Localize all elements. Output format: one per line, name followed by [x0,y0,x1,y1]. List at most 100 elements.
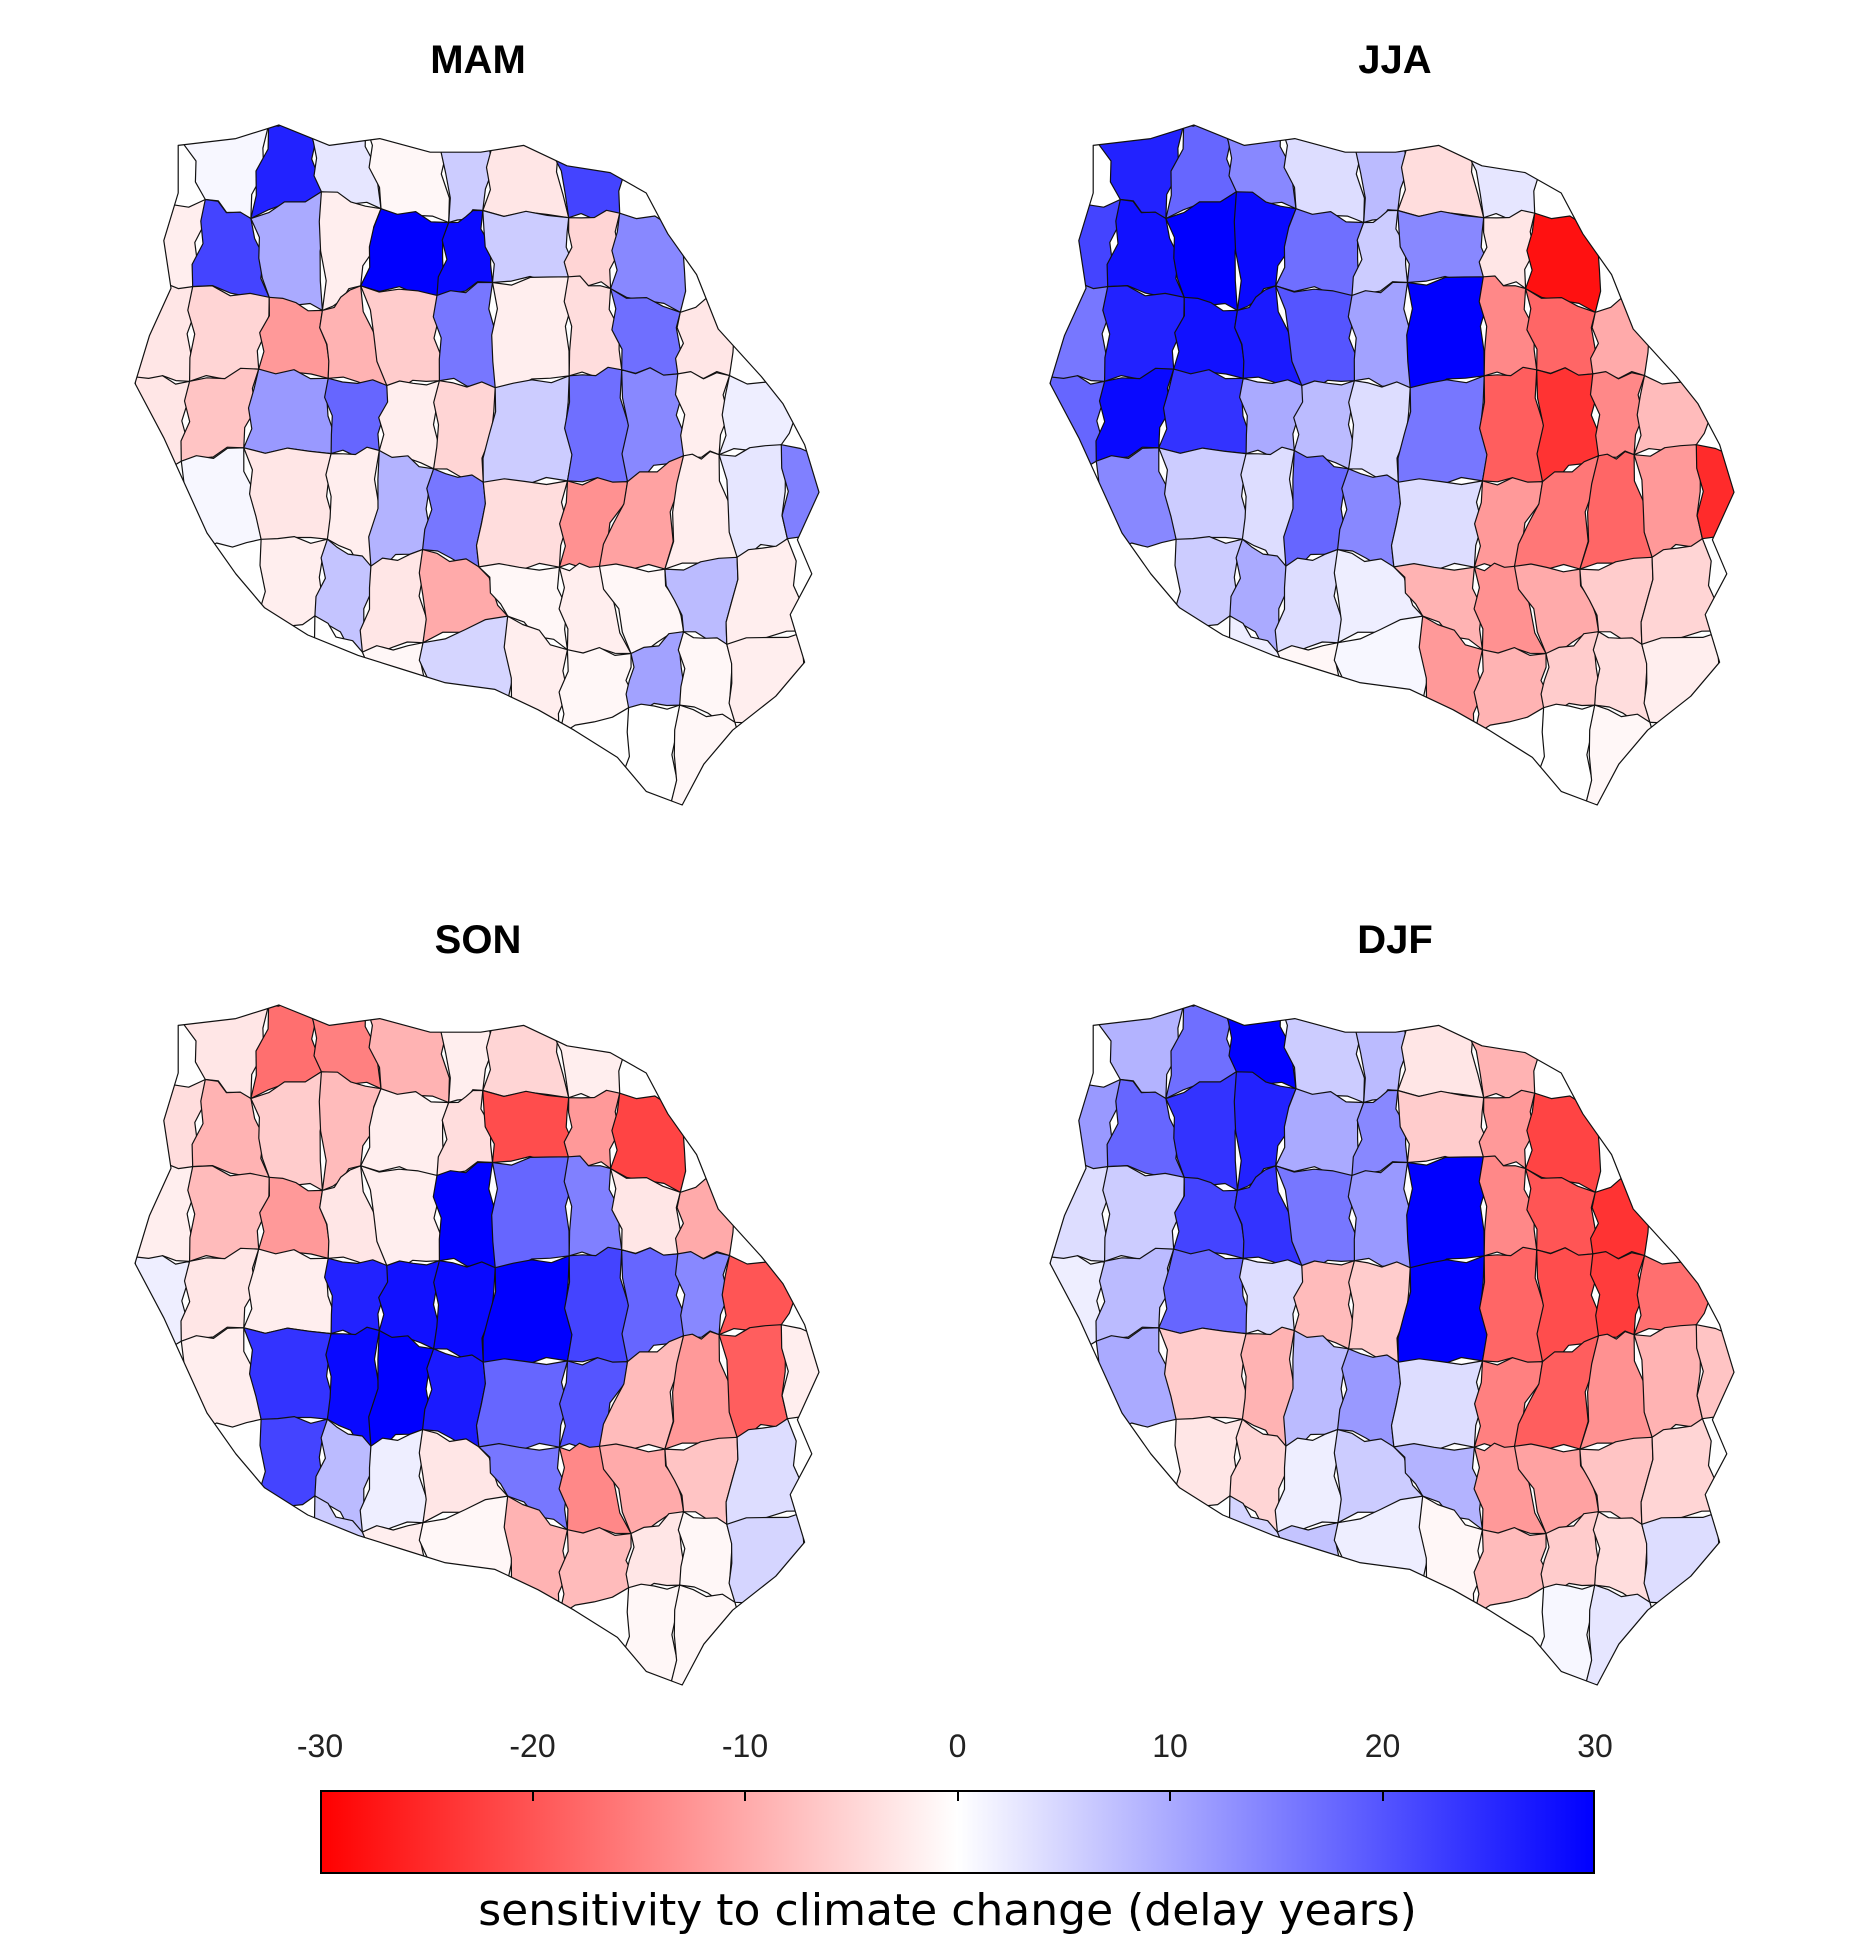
basin-region [258,296,330,379]
map-outline [1049,124,1735,806]
basin-region [1390,1358,1484,1452]
basin-region [1473,647,1549,736]
basin-region [432,281,497,389]
basin-region [491,1156,574,1270]
map-mam [134,124,820,806]
basin-region [619,1583,681,1685]
colorbar-tick-label: -10 [721,1728,769,1764]
basin-region [361,1522,429,1601]
basin-region [1534,703,1596,805]
panel-title-jja: JJA [1358,38,1432,82]
basin-region [1390,478,1484,572]
colorbar-tick-mark [531,1792,534,1801]
basin-region [669,704,744,805]
basin-region [187,1165,270,1262]
basin-region [726,630,809,739]
basin-region [1695,1324,1734,1424]
basin-region [482,1005,570,1099]
colorbar-tick-label: 30 [1577,1728,1613,1764]
basin-region [718,1255,806,1336]
basin-region [1397,375,1488,486]
colorbar-tick-label: -30 [296,1728,344,1764]
colorbar-label: sensitivity to climate change (delay yea… [478,1885,1417,1936]
panel-title-son: SON [434,918,522,962]
basin-region [1406,276,1489,390]
panel-title-mam: MAM [430,38,526,82]
basin-region [1276,642,1344,721]
basin-region [1397,125,1485,219]
basin-region [1102,285,1185,382]
basin-region [1641,1510,1724,1619]
panel-title-djf: DJF [1357,918,1433,962]
map-outline [1049,1004,1735,1686]
basin-region [1633,375,1721,456]
basin-region [1173,296,1245,379]
basin-region [674,1251,731,1338]
basin-region [1584,704,1659,805]
basin-region [187,285,270,382]
basin-region [726,1510,809,1619]
basin-region [243,368,336,455]
basin-region [482,209,574,284]
colorbar-tick-label: 10 [1152,1728,1188,1764]
basin-region [1347,1161,1412,1269]
basin-region [1589,371,1646,458]
basin-region [1347,281,1412,389]
basin-region [1397,209,1489,284]
basin-region [1397,1255,1488,1366]
basin-region [482,1089,574,1164]
basin-region [780,444,819,544]
basin-region [1050,282,1112,383]
basin-region [1158,368,1251,455]
basin-region [1158,1248,1251,1335]
basin-region [1584,1584,1659,1685]
basin-region [243,1248,336,1335]
basin-region [1173,1176,1245,1259]
colorbar-tick-mark [1169,1792,1171,1801]
basin-region [1633,1255,1721,1336]
basin-region [558,647,634,736]
basin-region [475,1358,569,1452]
basin-region [619,703,681,805]
map-son [134,1004,820,1686]
basin-region [1473,1527,1549,1616]
map-outline [134,1004,820,1686]
basin-region [1102,1165,1185,1262]
basin-region [1589,1251,1646,1338]
basin-region [564,366,630,486]
basin-region [718,375,806,456]
basin-region [780,1324,819,1424]
basin-region [491,276,574,390]
basin-region [1641,630,1724,739]
colorbar-tick-mark [744,1792,746,1801]
colorbar-tick-mark [1381,1792,1384,1801]
basin-region [135,282,197,383]
basin-region [1050,1162,1112,1263]
colorbar-gradient [320,1790,1595,1874]
map-djf [1049,1004,1735,1686]
basin-region [1534,1583,1596,1685]
basin-region [558,1527,634,1616]
basin-region [674,371,731,458]
colorbar-tick-mark [956,1792,959,1801]
basin-region [1479,1246,1545,1366]
colorbar-tick-label: -20 [509,1728,556,1764]
basin-region [482,1255,573,1366]
basin-region [1406,1156,1489,1270]
basin-region [1397,1005,1485,1099]
basin-region [432,1161,497,1269]
basin-region [482,125,570,219]
basin-region [1397,1089,1489,1164]
basin-region [482,375,573,486]
map-jja [1049,124,1735,806]
basin-region [669,1584,744,1685]
basin-region [135,1162,197,1263]
basin-region [361,642,429,721]
colorbar-tick-label: 0 [948,1728,967,1764]
basin-region [1276,1522,1344,1601]
colorbar-tick-label: 20 [1364,1728,1401,1764]
basin-region [1695,444,1734,544]
basin-region [258,1176,330,1259]
basin-region [1479,366,1545,486]
map-outline [134,124,820,806]
